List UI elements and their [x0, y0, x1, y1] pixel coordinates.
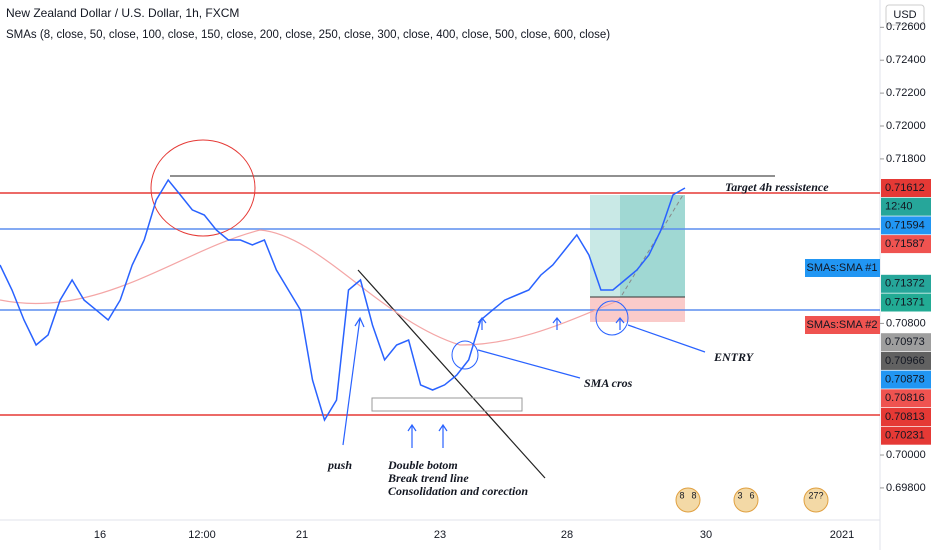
badge	[803, 487, 829, 513]
y-tick-label: 0.70800	[886, 317, 926, 329]
price-tag-label: 0.70966	[885, 355, 925, 367]
price-tag	[881, 426, 931, 445]
currency: USD	[893, 9, 916, 21]
arrows	[342, 316, 706, 448]
price-tag-label: 0.71594	[885, 219, 925, 231]
y-tick-label: 0.71800	[886, 153, 926, 165]
price-tag-label: 0.70231	[885, 430, 925, 442]
y-tick-label: 0.72600	[886, 21, 926, 33]
highlight-circle	[150, 139, 256, 237]
projection-line	[621, 194, 684, 296]
price-tag-label: 0.70813	[885, 411, 925, 423]
price-tag	[881, 216, 931, 235]
sma-curve	[0, 229, 621, 346]
price-tag	[881, 408, 931, 426]
price-tag-label: 12:40	[885, 201, 913, 213]
highlight-circle	[451, 340, 479, 370]
annotation: push	[327, 458, 352, 472]
price-tag	[881, 389, 931, 408]
consolidation-box	[371, 397, 523, 412]
badge-label: 3	[737, 490, 742, 500]
badge	[733, 487, 759, 513]
price-tag	[881, 370, 931, 389]
currency-box[interactable]	[885, 4, 925, 26]
x-tick-label: 16	[94, 529, 106, 541]
price-tag-label: 0.71371	[885, 296, 925, 308]
price-tag	[881, 179, 931, 197]
badge-label: 8	[691, 490, 696, 500]
price-tag-label: 0.70816	[885, 392, 925, 404]
y-tick-label: 0.72200	[886, 87, 926, 99]
x-tick-label: 2021	[830, 529, 854, 541]
sma-tag-label: SMAs:SMA #2	[807, 319, 878, 331]
sma-tag	[805, 316, 880, 334]
y-tick-label: 0.70000	[886, 449, 926, 461]
price-line	[0, 178, 686, 422]
annotation: Break trend line	[387, 471, 469, 485]
badge-label: 8	[679, 490, 684, 500]
price-tag-label: 0.71612	[885, 182, 925, 194]
badge	[675, 487, 701, 513]
annotation: Target 4h ressistence	[725, 180, 829, 194]
annotation: ENTRY	[713, 350, 755, 364]
badge-label: 6	[749, 490, 754, 500]
price-tag	[881, 293, 931, 312]
sma-tag	[805, 259, 880, 277]
x-tick-label: 28	[561, 529, 573, 541]
badge-label: 27?	[808, 490, 823, 500]
price-tag	[881, 235, 931, 254]
price-tag	[881, 351, 931, 370]
x-tick-label: 12:00	[188, 529, 216, 541]
x-tick-label: 23	[434, 529, 446, 541]
y-tick-label: 0.69800	[886, 482, 926, 494]
x-tick-label: 21	[296, 529, 308, 541]
price-tag-label: 0.70878	[885, 374, 925, 386]
sma-tag-label: SMAs:SMA #1	[807, 262, 878, 274]
y-tick-label: 0.72000	[886, 120, 926, 132]
annotation: Double botom	[387, 458, 458, 472]
profit-zone	[590, 195, 685, 297]
price-tag-label: 0.70973	[885, 336, 925, 348]
price-tag-label: 0.71372	[885, 278, 925, 290]
price-tag	[881, 333, 931, 352]
price-tag	[881, 197, 931, 216]
chart-title: New Zealand Dollar / U.S. Dollar, 1h, FX…	[6, 6, 239, 20]
y-tick-label: 0.72400	[886, 54, 926, 66]
price-tag-label: 0.71587	[885, 238, 925, 250]
price-tag	[881, 274, 931, 293]
annotation: SMA cros	[584, 376, 633, 390]
highlight-circle	[595, 300, 629, 336]
annotation: Consolidation and corection	[388, 484, 528, 498]
trend-line	[357, 269, 546, 479]
indicator-legend: SMAs (8, close, 50, close, 100, close, 1…	[6, 29, 610, 41]
x-tick-label: 30	[700, 529, 712, 541]
